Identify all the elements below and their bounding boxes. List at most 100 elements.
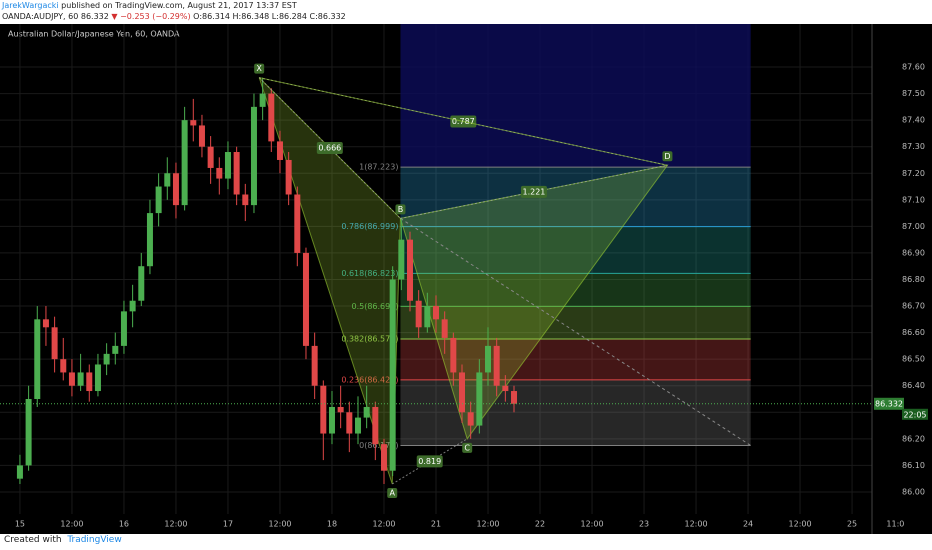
candle-body xyxy=(34,319,41,400)
candle-body xyxy=(207,146,214,168)
candle-body xyxy=(311,345,318,386)
x-tick-label: 12:00 xyxy=(372,520,395,529)
created: Created with xyxy=(4,535,62,545)
fib-band xyxy=(400,306,751,339)
candle-body xyxy=(285,159,292,195)
candle-body xyxy=(450,337,457,373)
x-tick-label: 12:00 xyxy=(164,520,187,529)
fib-band xyxy=(400,226,751,274)
x-tick-label: 15 xyxy=(15,520,25,529)
fib-label: 1(87.223) xyxy=(359,163,398,172)
change: ▼ −0.253 (−0.29%) xyxy=(111,12,191,21)
candle-body xyxy=(138,266,145,301)
point-box xyxy=(462,442,473,453)
chart-title: Australian Dollar/Japanese Yen, 60, OAND… xyxy=(8,30,180,39)
candle-body xyxy=(302,252,309,346)
fib-band xyxy=(400,338,751,380)
ratio-box xyxy=(520,185,547,198)
fib-band xyxy=(400,167,751,227)
y-tick-label: 87.60 xyxy=(902,63,925,72)
candle-body xyxy=(233,152,240,195)
published: published on TradingView.com, August 21,… xyxy=(61,1,297,10)
candle-body xyxy=(242,194,249,206)
candle-body xyxy=(276,141,283,160)
x-tick-label: 16 xyxy=(119,520,129,529)
candle-body xyxy=(320,385,327,434)
y-tick-label: 86.60 xyxy=(902,328,925,337)
ratio-box xyxy=(316,142,343,155)
candle-body xyxy=(146,213,153,267)
candle-body xyxy=(181,120,188,206)
point-label: X xyxy=(256,64,262,73)
fib-label: 0.618(86.823) xyxy=(341,269,398,278)
candle-body xyxy=(485,345,492,373)
x-tick-label: 23 xyxy=(639,520,649,529)
x-tick-label: 18 xyxy=(327,520,337,529)
y-tick-label: 86.00 xyxy=(902,487,925,496)
candle-body xyxy=(337,406,344,413)
y-tick-label: 87.50 xyxy=(902,89,925,98)
candle-body xyxy=(216,167,223,179)
candle-body xyxy=(441,319,448,338)
candle-body xyxy=(398,239,405,280)
candle-body xyxy=(424,306,431,328)
fib-label: 0(86.175) xyxy=(359,441,398,450)
point-label: C xyxy=(464,443,470,452)
x-tick-label: 22 xyxy=(535,520,545,529)
candle-body xyxy=(415,300,422,328)
candle-body xyxy=(363,406,370,418)
x-tick-label: 25 xyxy=(847,520,857,529)
candle-body xyxy=(294,194,301,253)
fib-band xyxy=(400,273,751,307)
price-tag-label: 86.332 xyxy=(875,399,903,408)
ratio-line xyxy=(391,438,468,485)
chart: Australian Dollar/Japanese Yen, 60, OAND… xyxy=(0,24,932,534)
x-tick-label: 12:00 xyxy=(476,520,499,529)
y-tick-label: 87.00 xyxy=(902,222,925,231)
ratio-label: 0.819 xyxy=(418,457,441,466)
candle-body xyxy=(433,306,439,320)
y-tick-label: 87.40 xyxy=(902,116,925,125)
y-tick-label: 86.80 xyxy=(902,275,925,284)
candle-body xyxy=(346,412,353,434)
candle-body xyxy=(493,345,500,386)
candle-body xyxy=(511,391,518,404)
author[interactable]: JarekWargacki xyxy=(2,1,59,10)
point-label: B xyxy=(398,205,404,214)
x-tick-label: 12:00 xyxy=(268,520,291,529)
ohlc: O:86.314 H:86.348 L:86.284 C:86.332 xyxy=(193,12,346,21)
x-tick-label: 17 xyxy=(223,520,233,529)
candle-body xyxy=(328,406,335,434)
y-tick-label: 86.50 xyxy=(902,355,925,364)
y-tick-label: 86.90 xyxy=(902,248,925,257)
candle-body xyxy=(467,412,474,426)
candle-body xyxy=(120,311,127,346)
brand[interactable]: TradingView xyxy=(67,535,122,545)
candle-body xyxy=(259,93,266,107)
point-box xyxy=(387,487,398,498)
ratio-label: 1.221 xyxy=(522,187,545,196)
candle-body xyxy=(112,345,119,354)
candle-body xyxy=(354,417,361,434)
candle-body xyxy=(129,300,136,312)
price-tag xyxy=(874,397,904,410)
y-tick-label: 86.10 xyxy=(902,461,925,470)
ratio-box xyxy=(416,455,443,468)
y-tick-label: 87.20 xyxy=(902,169,925,178)
candle-body xyxy=(476,372,483,426)
point-label: D xyxy=(664,152,670,161)
candle-body xyxy=(198,125,205,147)
y-tick-label: 87.30 xyxy=(902,142,925,151)
candle-body xyxy=(86,372,93,392)
x-tick-label: 11:0 xyxy=(886,520,904,529)
candle-body xyxy=(268,93,275,142)
candle-body xyxy=(380,444,387,471)
candle-body xyxy=(459,372,466,413)
publish-line: JarekWargacki published on TradingView.c… xyxy=(2,0,346,11)
candle-body xyxy=(68,372,75,386)
symbol: OANDA:AUDJPY, 60 xyxy=(2,12,79,21)
candle-body xyxy=(25,399,32,466)
y-tick-label: 86.40 xyxy=(902,381,925,390)
ratio-label: 0.666 xyxy=(318,144,341,153)
fib-label: 0.5(86.699) xyxy=(351,302,398,311)
